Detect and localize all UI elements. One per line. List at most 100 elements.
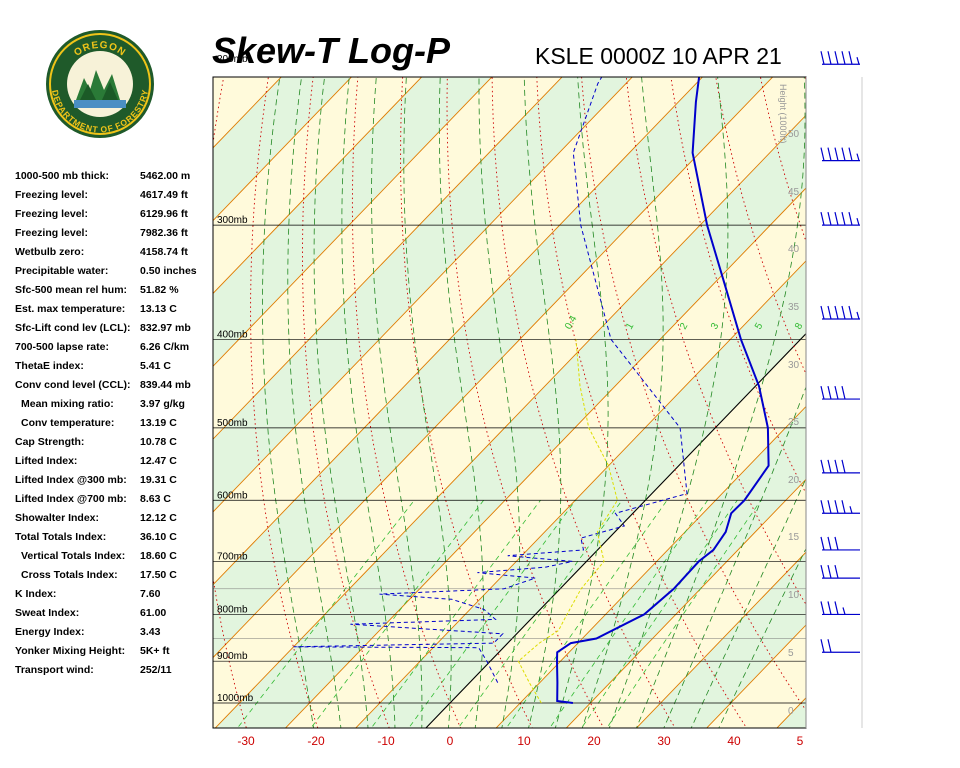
zero-isotherm [425, 332, 806, 728]
pressure-label: 1000mb [217, 693, 254, 704]
dry-adiabat [536, 77, 748, 728]
stat-row: Sfc-500 mean rel hum: 51.82 % [15, 284, 215, 303]
mixing-ratio-label: 1 [624, 321, 637, 332]
wind-barb-flag [841, 500, 846, 514]
stat-value: 4617.49 ft [140, 189, 188, 201]
stat-row: Yonker Mixing Height: 5K+ ft [15, 645, 215, 664]
stat-value: 839.44 mb [140, 379, 191, 391]
moist-adiabat [690, 477, 806, 728]
stat-row: Sfc-Lift cond lev (LCL): 832.97 mb [15, 322, 215, 341]
stat-label: Transport wind: [15, 664, 94, 676]
stat-value: 0.50 inches [140, 265, 197, 277]
stat-value: 3.97 g/kg [140, 398, 185, 410]
sounding-stats-panel: 1000-500 mb thick: 5462.00 m Freezing leve… [15, 170, 215, 683]
isotherm-line [835, 0, 960, 741]
wind-barb-flag [827, 459, 832, 474]
moist-adiabat [523, 77, 562, 728]
isotherm-line [213, 77, 493, 367]
wind-barb-flag [834, 212, 839, 226]
wind-barb-flag [834, 385, 839, 400]
dry-adiabat [952, 0, 960, 741]
moist-adiabat [341, 77, 396, 728]
wind-barb-flag [827, 536, 832, 551]
wind-barb-flag [827, 305, 832, 320]
stat-row: Est. max temperature: 13.13 C [15, 303, 215, 322]
stat-row: Cap Strength: 10.78 C [15, 436, 215, 455]
stat-value: 8.63 C [140, 493, 171, 505]
stat-value: 19.31 C [140, 474, 177, 486]
wind-barb-flag [827, 212, 832, 226]
pressure-label: 700mb [217, 551, 248, 562]
stat-label: ThetaE index: [15, 360, 84, 372]
wind-barb-flag [841, 51, 846, 65]
height-tick-label: 35 [788, 302, 800, 313]
temperature-profile [555, 77, 770, 704]
stat-label: Sfc-500 mean rel hum: [15, 284, 128, 296]
stat-row: Conv temperature: 13.19 C [15, 417, 215, 436]
stat-value: 7982.36 ft [140, 227, 188, 239]
stat-value: 13.13 C [140, 303, 177, 315]
stat-row: 700-500 lapse rate: 6.26 C/km [15, 341, 215, 360]
wind-barb-flag [834, 305, 839, 320]
dry-adiabat [843, 0, 960, 741]
stat-label: 700-500 lapse rate: [15, 341, 109, 353]
mixing-ratio-line [606, 500, 762, 728]
wind-barb-flag [827, 639, 832, 653]
wind-barb-flag [820, 212, 825, 226]
stat-value: 4158.74 ft [140, 246, 188, 258]
temperature-tick-label: 5 [797, 734, 804, 748]
wind-barb [820, 385, 860, 400]
stat-row: Mean mixing ratio: 3.97 g/kg [15, 398, 215, 417]
isotherm-band [213, 77, 806, 728]
pressure-label: 500mb [217, 418, 248, 429]
wind-barb-half-flag [856, 311, 860, 320]
wind-barb-flag [848, 51, 853, 65]
temperature-tick-label: 20 [587, 734, 601, 748]
wind-barb-flag [827, 601, 832, 615]
wind-barb-flag [820, 564, 825, 579]
pressure-label: 400mb [217, 329, 248, 340]
stat-value: 832.97 mb [140, 322, 191, 334]
wind-barb-flag [834, 459, 839, 474]
isotherm-line [635, 551, 806, 728]
wind-barb-flag [820, 51, 825, 65]
parcel-trace [517, 339, 618, 704]
stat-value: 5.41 C [140, 360, 171, 372]
stat-label: Vertical Totals Index: [21, 550, 126, 562]
isotherm-line [495, 405, 806, 728]
stat-label: Showalter Index: [15, 512, 100, 524]
height-axis-label: Height (1000ft) [778, 84, 788, 144]
wind-barb-flag [834, 51, 839, 65]
temperature-tick-label: 40 [727, 734, 741, 748]
stat-value: 36.10 C [140, 531, 177, 543]
height-tick-label: 10 [788, 590, 800, 601]
temperature-tick-label: 10 [517, 734, 531, 748]
isotherm-line [213, 77, 563, 440]
isotherm-line [565, 478, 806, 728]
mixing-ratio-label: 8 [793, 321, 806, 332]
mixing-ratio-line [549, 500, 708, 728]
stat-row: Lifted Index @700 mb: 8.63 C [15, 493, 215, 512]
stat-value: 3.43 [140, 626, 161, 638]
stat-value: 6129.96 ft [140, 208, 188, 220]
wind-barb-flag [834, 147, 839, 161]
wind-barb-flag [841, 305, 846, 320]
wind-barb-flag [827, 500, 832, 514]
wind-barb-half-flag [856, 57, 860, 65]
wind-barb-flag [827, 564, 832, 579]
wind-barb [820, 212, 860, 226]
dewpoint-profile [293, 77, 688, 683]
height-tick-label: 20 [788, 475, 800, 486]
moist-adiabat [313, 77, 369, 728]
stat-label: Lifted Index: [15, 455, 78, 467]
height-tick-label: 25 [788, 417, 800, 428]
stat-label: Sweat Index: [15, 607, 80, 619]
wind-barb-flag [834, 601, 839, 615]
stat-value: 7.60 [140, 588, 161, 600]
temperature-tick-label: -20 [307, 734, 325, 748]
wind-barb-flag [848, 305, 853, 320]
wind-barb [820, 639, 860, 653]
stat-row: Freezing level: 6129.96 ft [15, 208, 215, 227]
stat-label: Sfc-Lift cond lev (LCL): [15, 322, 131, 334]
temperature-tick-label: 0 [447, 734, 454, 748]
